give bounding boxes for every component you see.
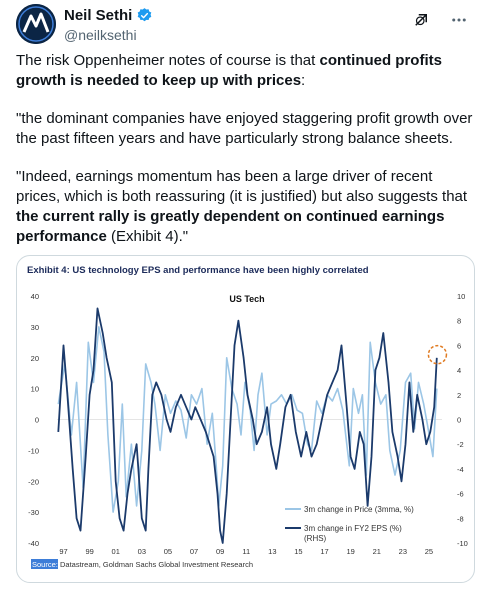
tweet-text: The risk Oppenheimer notes of course is … (16, 52, 320, 69)
y-left-tick-label: 10 (31, 385, 39, 394)
y-right-tick-label: -6 (457, 490, 464, 499)
x-tick-label: 17 (320, 547, 328, 556)
avatar[interactable] (16, 4, 56, 44)
series-line-eps (57, 307, 438, 544)
y-right-tick-label: 2 (457, 391, 461, 400)
x-tick-label: 13 (268, 547, 276, 556)
highlight-circle (427, 344, 448, 365)
tweet-paragraph-1: The risk Oppenheimer notes of course is … (16, 51, 476, 91)
tweet-bold-text: the current rally is greatly dependent o… (16, 208, 445, 245)
x-tick-label: 99 (85, 547, 93, 556)
y-right-tick-label: -4 (457, 465, 464, 474)
grok-icon[interactable] (411, 10, 431, 30)
chart: Exhibit 4: US technology EPS and perform… (27, 265, 468, 569)
x-tick-label: 25 (425, 547, 433, 556)
chart-legend: 3m change in Price (3mma, %) 3m change i… (285, 505, 414, 543)
chart-subtitle: US Tech (229, 294, 264, 304)
y-left-tick-label: -20 (28, 477, 39, 486)
y-left-tick-label: -40 (28, 539, 39, 548)
source-highlight (31, 559, 58, 569)
y-left-tick-label: -30 (28, 508, 39, 517)
x-tick-label: 09 (216, 547, 224, 556)
tweet-paragraph-3: "Indeed, earnings momentum has been a la… (16, 167, 476, 247)
source-text: Datastream, Goldman Sachs Global Investm… (60, 560, 253, 569)
tweet-text: (Exhibit 4)." (106, 228, 189, 245)
legend-label-price: 3m change in Price (3mma, %) (304, 505, 414, 514)
x-tick-label: 97 (59, 547, 67, 556)
y-right-tick-label: 4 (457, 366, 461, 375)
y-left-tick-label: 0 (35, 416, 39, 425)
author-handle[interactable]: @neilksethi (64, 27, 137, 43)
x-tick-label: 05 (164, 547, 172, 556)
x-tick-label: 23 (399, 547, 407, 556)
tweet-paragraph-2: "the dominant companies have enjoyed sta… (16, 109, 476, 149)
verified-badge-icon (138, 8, 152, 22)
y-right-tick-label: 10 (457, 292, 465, 301)
x-tick-label: 19 (346, 547, 354, 556)
tweet-bold-text: continued profits growth is needed to ke… (16, 52, 442, 89)
y-left-tick-label: 30 (31, 323, 39, 332)
x-tick-label: 15 (294, 547, 302, 556)
y-left-tick-label: 20 (31, 354, 39, 363)
y-left-tick-label: 40 (31, 292, 39, 301)
y-right-tick-label: 6 (457, 341, 461, 350)
tweet-text: : (301, 72, 306, 89)
x-tick-label: 01 (112, 547, 120, 556)
x-tick-label: 21 (373, 547, 381, 556)
avatar-logo-icon (16, 4, 56, 44)
y-right-tick-label: 0 (457, 416, 461, 425)
tweet-text: "Indeed, earnings momentum has been a la… (16, 168, 468, 205)
chart-title: Exhibit 4: US technology EPS and perform… (27, 265, 369, 276)
tweet-text: "the dominant companies have enjoyed sta… (16, 110, 473, 147)
legend-label-eps: 3m change in FY2 EPS (%) (304, 524, 402, 533)
more-icon[interactable] (449, 10, 469, 30)
author-name[interactable]: Neil Sethi (64, 7, 133, 24)
y-right-tick-label: 8 (457, 317, 461, 326)
y-right-tick-label: -10 (457, 539, 468, 548)
x-tick-label: 07 (190, 547, 198, 556)
y-left-tick-label: -10 (28, 446, 39, 455)
chart-image-card[interactable]: Exhibit 4: US technology EPS and perform… (16, 255, 475, 583)
legend-label-eps-suffix: (RHS) (304, 534, 327, 543)
x-tick-label: 03 (138, 547, 146, 556)
y-right-tick-label: -8 (457, 514, 464, 523)
x-tick-label: 11 (242, 547, 250, 556)
y-right-tick-label: -2 (457, 440, 464, 449)
source-label: Source: (32, 560, 58, 569)
